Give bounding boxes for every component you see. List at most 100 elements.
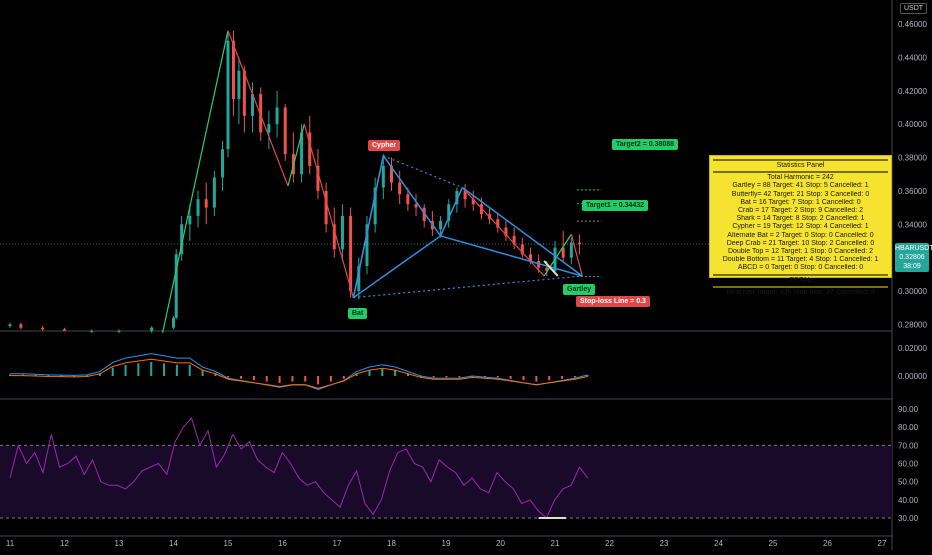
price-tick-label: 0.36000 [898, 187, 927, 196]
candle-body [324, 190, 328, 225]
candle-body [455, 190, 459, 205]
macd-histogram-bar [291, 376, 294, 382]
candle-body [231, 40, 235, 100]
pattern-label-cypher: Cypher [368, 140, 401, 151]
candle-body [496, 219, 500, 228]
stats-total-label: TOTAL [789, 276, 812, 284]
macd-histogram-bar [278, 376, 281, 383]
zigzag-segment [543, 233, 572, 277]
macd-histogram-bar [458, 376, 461, 378]
candle-body [308, 132, 312, 166]
price-tag-symbol: HBARUSDT [895, 245, 932, 252]
price-tick-label: 0.42000 [898, 87, 927, 96]
candle-body [275, 107, 279, 125]
candle-body [332, 224, 336, 250]
macd-histogram-bar [368, 370, 371, 376]
candle-body [447, 204, 451, 221]
candle-body [471, 199, 475, 205]
candle-body [267, 124, 271, 133]
macd-histogram-bar [240, 376, 243, 379]
candle-body [340, 215, 344, 250]
candle-body [414, 204, 418, 208]
macd-histogram-bar [47, 375, 50, 377]
panel-rule [713, 285, 888, 288]
macd-histogram-bar [432, 376, 435, 378]
price-tick-label: 0.28000 [898, 320, 927, 329]
macd-histogram-bar [98, 373, 101, 376]
pattern-label-gartley: Gartley [563, 284, 596, 295]
candle-body [561, 247, 565, 258]
rsi-tick-label: 80.00 [898, 423, 919, 432]
panel-rule [713, 273, 888, 276]
candle-body [439, 220, 443, 230]
candle-body [373, 187, 377, 225]
macd-histogram-bar [342, 376, 345, 379]
candle-body [365, 224, 369, 266]
rsi-tick-label: 60.00 [898, 460, 919, 469]
macd-line [10, 353, 588, 390]
pattern-leg [440, 235, 583, 277]
candle-body [528, 254, 532, 261]
candle-body [196, 199, 200, 216]
stats-row: Butterfly= 42 Target: 21 Stop: 3 Cancell… [731, 190, 870, 198]
candle-body [172, 317, 175, 328]
macd-histogram-bar [73, 375, 76, 377]
macd-histogram-bar [150, 362, 153, 376]
time-tick-label: 13 [115, 539, 124, 548]
time-tick-label: 18 [387, 539, 396, 548]
rsi-tick-label: 40.00 [898, 496, 919, 505]
time-tick-label: 14 [169, 539, 178, 548]
candle-body [188, 215, 192, 225]
rsi-line [9, 417, 589, 519]
candle-body [8, 324, 12, 327]
macd-histogram-bar [355, 373, 358, 376]
candle-body [90, 331, 94, 333]
macd-histogram-bar [548, 376, 551, 381]
candle-body [41, 327, 45, 330]
macd-histogram-bar [175, 364, 178, 376]
macd-histogram-bar [406, 373, 409, 376]
macd-pane [9, 353, 589, 390]
candle-body [150, 327, 154, 332]
rsi-tick-label: 50.00 [898, 478, 919, 487]
macd-histogram-bar [586, 375, 589, 377]
macd-histogram-bar [496, 376, 499, 378]
macd-histogram-bar [329, 376, 332, 382]
zigzag-segment [303, 123, 354, 298]
macd-histogram-bar [34, 374, 37, 376]
candle-body [545, 267, 549, 271]
pattern-highlight [543, 260, 559, 277]
candle-body [381, 165, 385, 188]
pattern-leg [352, 155, 385, 298]
candle-body [63, 329, 66, 332]
candle-body [221, 149, 225, 178]
price-tick-label: 0.40000 [898, 120, 927, 129]
price-tick-label: 0.46000 [898, 20, 927, 29]
macd-histogram-bar [214, 373, 217, 376]
stats-row: Gartley = 88 Target: 41 Stop: 5 Cancelle… [732, 182, 869, 190]
pattern-leg [352, 235, 441, 299]
macd-histogram-bar [522, 376, 525, 381]
time-tick-label: 26 [823, 539, 832, 548]
time-tick-label: 17 [333, 539, 342, 548]
candle-body [316, 165, 320, 191]
time-tick-label: 22 [605, 539, 614, 548]
time-tick-label: 12 [60, 539, 69, 548]
candle-body [569, 242, 573, 258]
stats-row: Double Top = 12 Target: 1 Stop: 0 Cancel… [727, 248, 874, 256]
rsi-tick-label: 30.00 [898, 514, 919, 523]
candle-body [300, 132, 304, 175]
macd-histogram-bar [111, 367, 114, 376]
candle-body [204, 199, 208, 208]
rsi-pane [0, 417, 892, 519]
pattern-leg [461, 186, 583, 277]
pattern-leg [382, 155, 442, 237]
stats-row: Bat = 16 Target: 7 Stop: 1 Cancelled: 0 [740, 198, 861, 206]
macd-histogram-bar [86, 375, 89, 377]
macd-histogram-bar [483, 376, 486, 377]
candle-body [212, 177, 216, 208]
stats-row: Total Harmonic = 242 [767, 174, 834, 182]
quote-currency-label: USDT [900, 3, 928, 14]
